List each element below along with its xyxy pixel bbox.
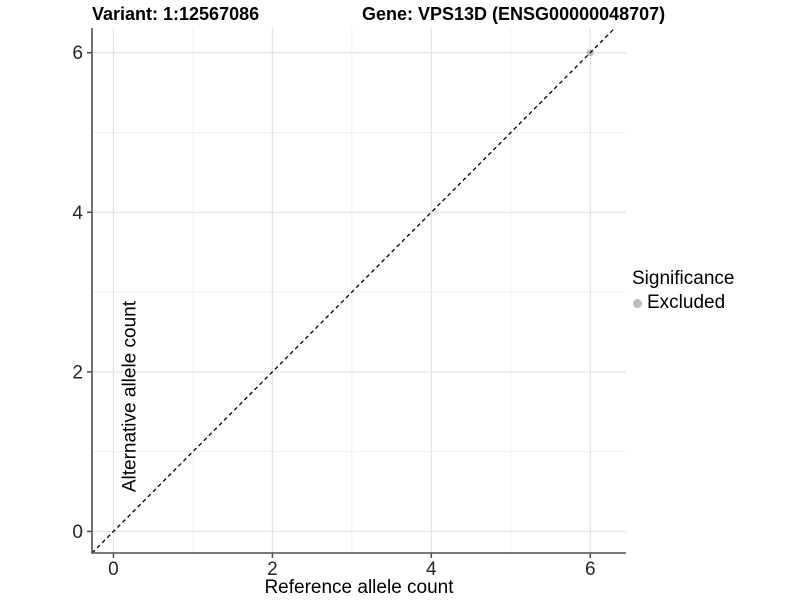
legend-item-excluded: Excluded [630,292,734,314]
x-tick-label: 2 [267,559,278,580]
plot-title-gene: Gene: VPS13D (ENSG00000048707) [362,4,666,24]
y-tick-label: 6 [72,43,83,64]
x-tick-label: 6 [585,559,596,580]
legend-item-label: Excluded [647,292,726,313]
y-axis-title: Alternative allele count [119,301,141,493]
legend-key-dot [633,298,642,308]
legend-title: Significance [632,268,735,289]
x-axis-title: Reference allele count [264,577,454,598]
y-tick-label: 2 [72,362,83,383]
legend: Significance Excluded [630,268,734,314]
y-tick-label: 0 [72,522,83,543]
x-tick-label: 0 [108,559,119,580]
identity-reference-line [91,27,616,554]
plot-title-variant: Variant: 1:12567086 [92,4,260,24]
x-tick-label: 4 [426,559,437,580]
y-tick-label: 4 [72,203,83,224]
